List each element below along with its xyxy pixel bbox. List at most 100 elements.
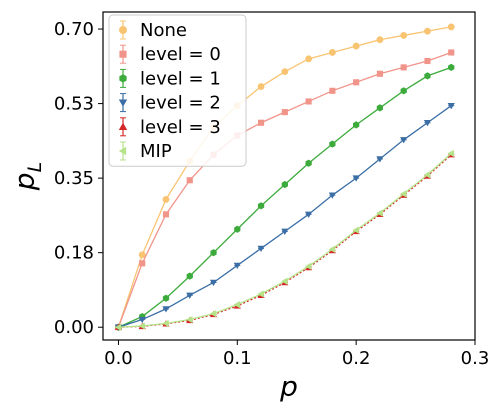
plot-frame: [102, 11, 476, 341]
legend-label: level = 2: [140, 93, 221, 114]
legend: None level = 0 level = 1 level = 2 level = 3…: [108, 14, 247, 167]
data-point: [376, 104, 384, 112]
x-tick-label: 0.2: [342, 348, 371, 369]
data-point: [281, 68, 289, 76]
legend-marker: [118, 146, 127, 156]
data-point: [447, 23, 455, 31]
data-point: [138, 322, 145, 330]
data-point: [400, 64, 407, 71]
data-point: [305, 159, 312, 167]
y-axis-label-main: p: [8, 172, 41, 191]
data-point: [210, 249, 217, 257]
data-point: [305, 98, 312, 105]
data-point: [448, 49, 455, 56]
data-point: [139, 260, 146, 267]
data-point: [162, 196, 170, 203]
legend-item: level = 0: [119, 44, 221, 65]
data-point: [305, 262, 312, 270]
data-point: [353, 79, 360, 86]
series: [115, 49, 455, 331]
legend-item: level = 2: [118, 93, 221, 114]
series: [114, 151, 455, 330]
data-point: [352, 175, 360, 182]
data-point: [162, 319, 169, 327]
legend-label: level = 3: [140, 117, 221, 138]
legend-marker: [118, 122, 128, 130]
data-point: [186, 272, 193, 280]
legend-marker: [118, 99, 128, 107]
data-point: [186, 315, 193, 324]
data-point: [329, 87, 336, 94]
data-point: [186, 177, 193, 184]
series: [114, 103, 455, 331]
data-point: [258, 119, 265, 126]
data-point: [281, 180, 288, 189]
data-point: [328, 192, 336, 199]
x-tick-label: 0.3: [461, 348, 490, 369]
data-point: [353, 121, 360, 129]
y-tick-label: 0.00: [54, 317, 94, 338]
legend-item: level = 1: [119, 68, 221, 89]
data-point: [281, 228, 289, 235]
data-point: [305, 211, 313, 218]
legend-marker: [119, 26, 127, 34]
data-point: [138, 316, 146, 324]
y-axis-label-subscript: L: [24, 162, 46, 173]
legend-marker: [119, 50, 127, 58]
data-point: [424, 72, 431, 80]
data-point: [162, 294, 170, 302]
x-tick-label: 0.0: [104, 348, 133, 369]
data-point: [162, 211, 170, 218]
data-point: [447, 103, 455, 110]
data-point: [424, 57, 431, 65]
legend-label: MIP: [140, 141, 172, 162]
data-point: [352, 42, 360, 50]
data-point: [328, 49, 336, 56]
data-point: [329, 140, 336, 148]
legend-label: level = 0: [140, 44, 221, 65]
legend-label: level = 1: [140, 68, 221, 89]
legend-marker: [119, 74, 127, 83]
data-point: [376, 156, 384, 163]
data-point: [257, 245, 265, 253]
legend-label: None: [140, 20, 187, 41]
data-point: [305, 55, 313, 63]
data-point: [400, 87, 407, 95]
data-point: [234, 225, 241, 233]
data-point: [376, 209, 383, 217]
legend-item: level = 3: [118, 117, 221, 138]
data-point: [209, 309, 217, 318]
data-point: [448, 63, 455, 71]
data-point: [423, 171, 431, 179]
data-point: [400, 190, 407, 198]
data-point: [328, 245, 336, 253]
series-line: [118, 152, 452, 328]
data-point: [424, 27, 431, 35]
y-axis-label: pL: [8, 162, 46, 191]
y-tick-label: 0.70: [54, 19, 94, 40]
legend-item: MIP: [118, 141, 172, 162]
y-tick-label: 0.18: [54, 243, 94, 264]
data-point: [186, 292, 194, 299]
y-tick-label: 0.35: [54, 168, 94, 189]
data-point: [114, 323, 122, 331]
data-point: [257, 83, 265, 90]
data-point: [257, 290, 264, 298]
data-point: [400, 32, 408, 39]
x-axis-label: p: [279, 370, 298, 403]
series: [114, 149, 455, 331]
series-layer: [114, 23, 455, 331]
data-point: [162, 306, 170, 313]
data-point: [281, 277, 288, 285]
data-point: [376, 70, 383, 77]
legend-box: [108, 14, 247, 167]
data-point: [281, 109, 288, 116]
data-point: [257, 202, 265, 210]
data-point: [423, 120, 432, 127]
data-point: [138, 251, 146, 259]
data-point: [209, 279, 218, 287]
data-point: [376, 36, 384, 44]
series-line: [118, 154, 452, 328]
y-tick-label: 0.53: [54, 94, 94, 115]
